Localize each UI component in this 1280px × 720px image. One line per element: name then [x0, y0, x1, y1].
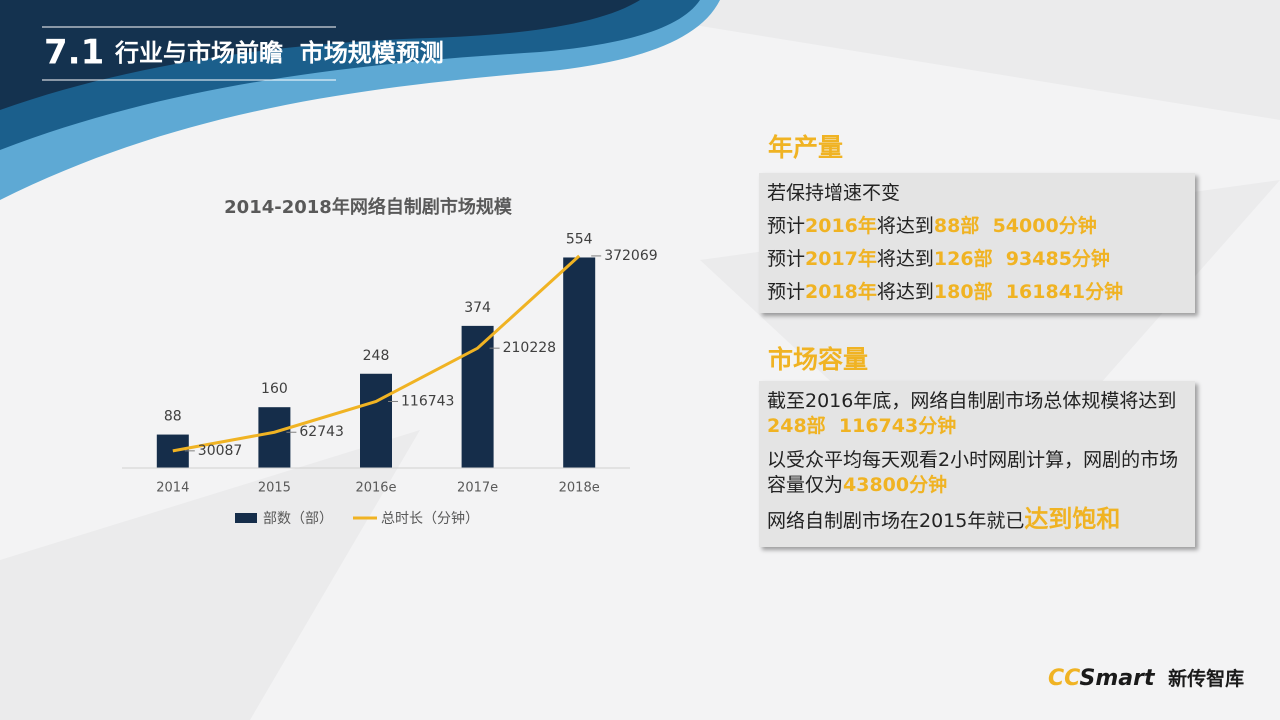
- bar-value-label: 554: [566, 231, 593, 247]
- logo: CCSmart 新传智库: [1048, 664, 1244, 691]
- highlight-text: 180部 161841分钟: [933, 281, 1124, 303]
- highlight-text: 248部 116743分钟: [767, 415, 957, 437]
- x-tick-label: 2015: [258, 481, 291, 496]
- x-tick-label: 2018e: [559, 481, 600, 496]
- legend-label: 部数（部）: [263, 511, 333, 527]
- body-text: 若保持增速不变: [767, 182, 901, 204]
- highlight-text: 126部 93485分钟: [933, 248, 1110, 270]
- bar-value-label: 160: [261, 381, 288, 397]
- legend-label: 总时长（分钟）: [381, 510, 479, 527]
- body-text: 预计: [767, 281, 806, 303]
- line-value-label: 30087: [198, 443, 243, 459]
- x-tick-label: 2014: [156, 481, 189, 496]
- highlight-text: 88部 54000分钟: [933, 215, 1097, 237]
- text-line: 截至2016年底，网络自制剧市场总体规模将达到 248部 116743分钟: [767, 389, 1187, 439]
- line-value-label: 62743: [299, 424, 344, 440]
- x-tick-label: 2017e: [457, 481, 498, 496]
- bar: [156, 434, 189, 468]
- bar: [258, 407, 291, 468]
- legend-swatch: [235, 513, 257, 523]
- slide-title: 行业与市场前瞻 市场规模预测: [114, 39, 444, 67]
- highlight-text: 达到饱和: [1024, 505, 1121, 533]
- highlight-text: 2016年: [805, 215, 877, 237]
- bar: [563, 257, 596, 468]
- x-tick-label: 2016e: [355, 481, 396, 496]
- body-text: 截至2016年底，网络自制剧市场总体规模将达到: [767, 390, 1183, 412]
- section-heading: 市场容量: [768, 345, 869, 374]
- body-text: 将达到: [876, 248, 934, 270]
- section-box: 若保持增速不变 预计2016年将达到88部 54000分钟 预计2017年将达到12…: [759, 173, 1195, 313]
- body-text: 将达到: [876, 281, 934, 303]
- highlight-text: 43800分钟: [843, 474, 948, 496]
- body-text: 网络自制剧市场在2015年就已: [767, 510, 1025, 532]
- bar-value-label: 88: [164, 409, 182, 425]
- bar: [360, 373, 392, 468]
- text-line: 网络自制剧市场在2015年就已达到饱和: [767, 507, 1187, 534]
- chart-title: 2014-2018年网络自制剧市场规模: [224, 196, 513, 218]
- bar-value-label: 248: [363, 348, 390, 364]
- section-number: 7.1: [44, 33, 104, 73]
- logo-name: 新传智库: [1168, 668, 1245, 690]
- logo-brand: Smart: [1079, 666, 1155, 691]
- text-line: 预计2017年将达到126部 93485分钟: [767, 243, 1187, 276]
- body-text: 预计: [767, 215, 806, 237]
- logo-brand: CC: [1048, 666, 1080, 691]
- section-box: 截至2016年底，网络自制剧市场总体规模将达到 248部 116743分钟 以受众…: [759, 381, 1195, 547]
- body-text: 预计: [767, 248, 806, 270]
- line-value-label: 372069: [604, 248, 657, 264]
- highlight-text: 2018年: [805, 281, 877, 303]
- text-line: 预计2016年将达到88部 54000分钟: [767, 210, 1187, 243]
- section-heading: 年产量: [768, 133, 844, 162]
- bar-value-label: 374: [464, 300, 491, 316]
- text-line: 以受众平均每天观看2小时网剧计算，网剧的市场容量仅为43800分钟: [767, 448, 1187, 498]
- line-value-label: 210228: [503, 340, 556, 356]
- line-value-label: 116743: [401, 393, 454, 409]
- body-text: 以受众平均每天观看2小时网剧计算，网剧的市场容量仅为: [767, 449, 1179, 496]
- highlight-text: 2017年: [805, 248, 877, 270]
- text-line: 若保持增速不变: [767, 177, 1187, 210]
- line: [172, 254, 581, 453]
- text-line: 预计2018年将达到180部 161841分钟: [767, 276, 1187, 309]
- body-text: 将达到: [876, 215, 934, 237]
- chart: 2014-2018年网络自制剧市场规模 2014 2015 2016e 2017e 20…: [122, 196, 658, 527]
